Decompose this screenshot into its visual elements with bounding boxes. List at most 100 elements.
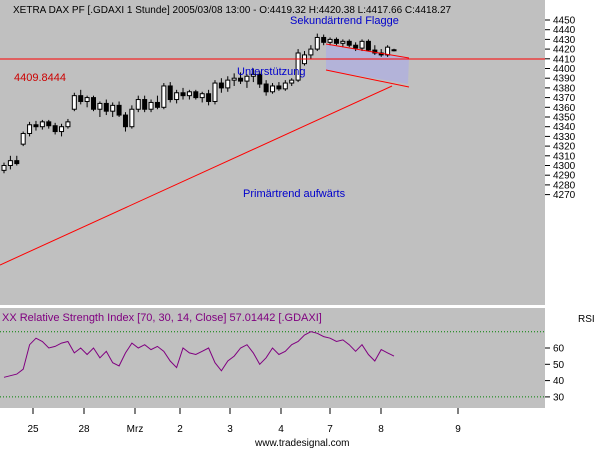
candle-body [333,38,339,44]
candle-body [1,165,7,171]
rsi-axis-label: RSI [578,314,595,325]
rsi-axis-ticks: 60 50 40 30 [545,344,565,403]
candle-body [84,97,90,102]
candle-body [122,114,128,128]
price-tick-label: 4430 [553,35,576,46]
time-tick-label: 9 [455,424,461,435]
primary-trendline [0,85,393,266]
candle-body [20,132,26,145]
candle-body [353,44,359,49]
price-panel-bg [0,0,545,305]
price-tick-label: 4380 [553,83,576,94]
candle-body [154,101,160,108]
annotation-primary-trend: Primärtrend aufwärts [243,188,346,200]
price-tick-label: 4300 [553,161,576,172]
time-tick-label: 4 [278,424,284,435]
candle-body [212,82,218,102]
candle-body [289,79,295,84]
candle-body [263,83,269,93]
price-tick-label: 4370 [553,93,576,104]
candle-body [193,91,199,99]
price-tick-label: 4330 [553,132,576,143]
candle-body [39,121,45,128]
flag-upper-line [325,43,410,59]
price-tick-label: 4360 [553,103,576,114]
candle-body [59,126,65,133]
candle-body [218,82,224,89]
annotation-support: Unterstützung [237,66,305,78]
candle-body [365,40,371,51]
candle-body [244,75,250,82]
time-tick-label: 8 [378,424,384,435]
candle-body [250,73,256,77]
candle-body [238,77,244,82]
price-tick-label: 4350 [553,113,576,124]
candle-body [97,102,103,110]
price-tick-label: 4290 [553,171,576,182]
price-axis-ticks: 4450444044304420441044004390438043704360… [545,16,576,201]
candlesticks [1,33,397,174]
candle-body [180,92,186,97]
candle-body [135,99,141,110]
footer-credit: www.tradesignal.com [254,438,349,449]
time-tick-label: 2 [177,424,183,435]
price-tick-label: 4400 [553,64,576,75]
candle-body [270,85,276,93]
price-chart-title: XETRA DAX PF [.GDAXI 1 Stunde] 2005/03/0… [13,5,452,16]
candle-body [174,92,180,101]
candle-body [359,40,365,49]
candle-body [148,101,154,110]
candle-body [129,108,135,128]
price-tick-label: 4270 [553,190,576,201]
rsi-panel-bg [0,308,545,408]
candle-body [116,104,122,116]
candle-body [14,160,20,165]
candle-body [391,49,397,52]
candle-body [91,97,97,110]
price-tick-label: 4320 [553,142,576,153]
candle-body [142,99,148,110]
rsi-tick-label: 40 [553,376,565,387]
rsi-tick-label: 30 [553,392,565,403]
candle-body [103,102,109,112]
candle-body [282,82,288,90]
candle-body [161,85,167,108]
rsi-chart-title: XX Relative Strength Index [70, 30, 14, … [2,312,322,324]
time-tick-label: 7 [327,424,333,435]
candle-body [327,38,333,43]
candle-body [225,79,231,89]
time-axis-ticks: 25 28 Mrz 2 3 4 7 8 9 [27,408,461,435]
price-tick-label: 4420 [553,45,576,56]
candle-body [276,85,282,90]
price-tick-label: 4280 [553,180,576,191]
candle-body [321,36,327,43]
candle-body [78,95,84,102]
candle-body [340,40,346,44]
candle-body [167,85,173,101]
time-tick-label: 3 [227,424,233,435]
candle-body [199,93,205,99]
rsi-series-line [3,331,395,378]
time-axis-bg [0,408,545,450]
candle-body [257,73,263,85]
candle-body [27,124,33,134]
rsi-tick-label: 60 [553,344,565,355]
candle-body [295,52,301,81]
flag-lower-line [325,69,410,88]
candle-body [46,121,52,127]
candle-body [385,46,391,56]
time-tick-label: 28 [78,424,90,435]
candle-body [33,124,39,128]
flag-channel-fill [326,44,409,84]
price-axis-bg [545,0,600,450]
candle-body [314,36,320,50]
price-tick-label: 4450 [553,16,576,27]
candle-body [186,91,192,97]
annotation-flag: Sekundärtrend Flagge [290,15,399,27]
candle-body [110,104,116,112]
price-tick-label: 4390 [553,74,576,85]
price-tick-label: 4310 [553,151,576,162]
rsi-tick-label: 50 [553,360,565,371]
candle-body [65,121,71,128]
